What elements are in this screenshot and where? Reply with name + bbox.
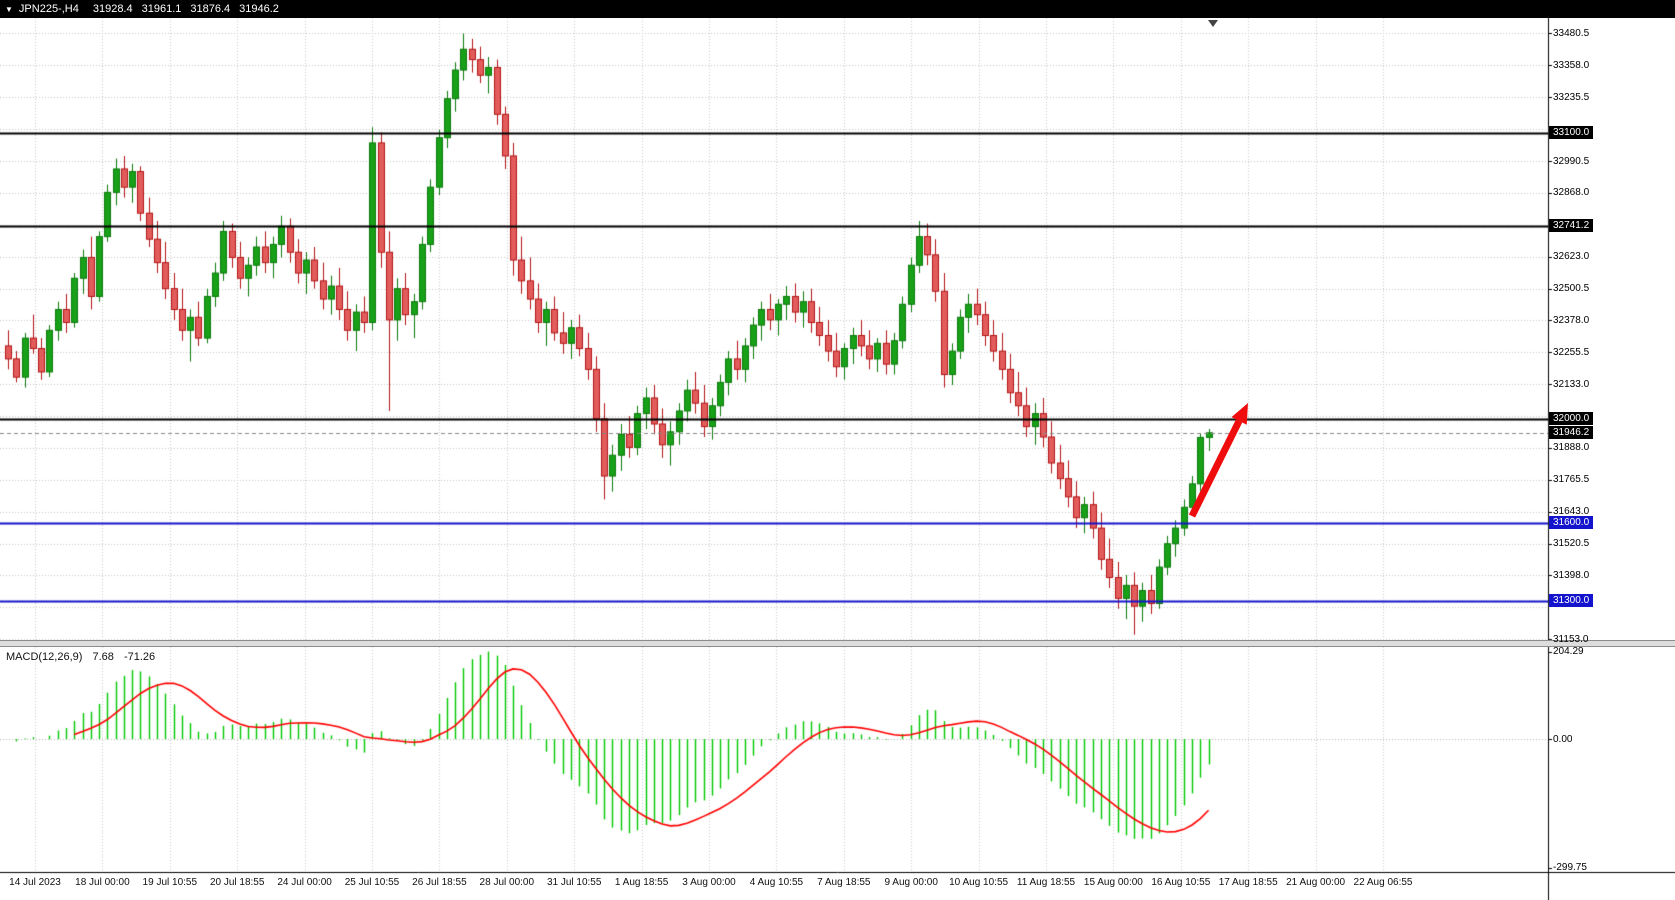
price-tick-label: 32133.0 [1553,378,1590,390]
chart-shift-marker[interactable] [1208,20,1218,27]
price-tick-label: 31765.5 [1553,474,1590,486]
price-tick-label: 32378.0 [1553,314,1590,326]
time-tick-label: 31 Jul 10:55 [546,877,602,888]
price-tick-label: 31520.5 [1553,538,1590,550]
price-line-badge: 33100.0 [1549,126,1594,139]
time-tick-label: 24 Jul 00:00 [277,877,332,888]
time-tick-label: 17 Aug 18:55 [1218,877,1278,888]
price-tick-label: 32500.5 [1553,283,1590,295]
symbol-period-label: JPN225-,H4 [18,3,79,15]
price-axis[interactable]: 33480.5 33358.0 33235.5 32990.5 32868.0 32623… [1549,0,1675,900]
time-tick-label: 22 Aug 06:55 [1353,877,1413,888]
time-tick-label: 3 Aug 00:00 [682,877,736,888]
time-tick-label: 18 Jul 00:00 [75,877,130,888]
macd-name: MACD(12,26,9) [6,651,83,663]
price-tick-label: 31888.0 [1553,442,1590,454]
price-tick-label: 32255.5 [1553,346,1590,358]
bar-open-value: 31928.4 [92,3,133,15]
price-tick-label: 33358.0 [1553,59,1590,71]
price-tick-label: 32868.0 [1553,187,1590,199]
macd-main-value: 7.68 [92,651,114,663]
time-tick-label: 26 Jul 18:55 [412,877,467,888]
macd-tick-label: -299.75 [1553,862,1587,874]
time-axis[interactable]: 14 Jul 2023 18 Jul 00:00 19 Jul 10:55 20 Ju… [0,873,1548,900]
price-tick-label: 33235.5 [1553,91,1590,103]
bar-close-value: 31946.2 [239,3,279,15]
price-line-badge: 31946.2 [1549,426,1594,440]
price-tick-label: 31398.0 [1553,569,1590,581]
price-line-badge: 31300.0 [1549,594,1594,608]
price-tick-label: 31153.0 [1553,633,1589,645]
price-tick-label: 32623.0 [1553,251,1590,263]
bar-high-value: 31961.1 [141,3,182,15]
macd-tick-label: 204.29 [1553,646,1584,658]
macd-signal-value: -71.26 [123,651,156,663]
price-tick-label: 32990.5 [1553,155,1590,167]
pane-divider[interactable] [0,640,1675,647]
price-tick-label: 31643.0 [1553,506,1590,518]
time-tick-label: 9 Aug 00:00 [884,877,938,888]
time-tick-label: 19 Jul 10:55 [142,877,198,888]
time-tick-label: 16 Aug 10:55 [1151,877,1211,888]
time-tick-label: 28 Jul 00:00 [479,877,535,888]
time-tick-label: 14 Jul 2023 [9,877,61,888]
time-tick-label: 20 Jul 18:55 [209,877,265,888]
macd-indicator-label: MACD(12,26,9) 7.68 -71.26 [6,651,162,663]
time-tick-label: 1 Aug 18:55 [614,877,669,888]
time-tick-label: 7 Aug 18:55 [817,877,871,888]
chart-header: ▼ JPN225-,H4 31928.4 31961.1 31876.4 319… [0,0,1675,18]
macd-tick-label: 0.00 [1553,733,1573,745]
bar-low-value: 31876.4 [190,3,231,15]
time-tick-label: 11 Aug 18:55 [1016,877,1076,888]
time-tick-label: 25 Jul 10:55 [344,877,400,888]
price-line-badge: 31600.0 [1549,516,1594,530]
price-line-badge: 32000.0 [1549,412,1594,426]
time-tick-label: 15 Aug 00:00 [1083,877,1143,888]
symbol-dropdown-icon[interactable]: ▼ [5,4,13,14]
price-line-badge: 32741.2 [1549,219,1594,233]
time-tick-label: 21 Aug 00:00 [1286,877,1346,888]
price-tick-label: 33480.5 [1553,27,1590,39]
time-tick-label: 4 Aug 10:55 [749,877,804,888]
time-tick-label: 10 Aug 10:55 [949,877,1009,888]
